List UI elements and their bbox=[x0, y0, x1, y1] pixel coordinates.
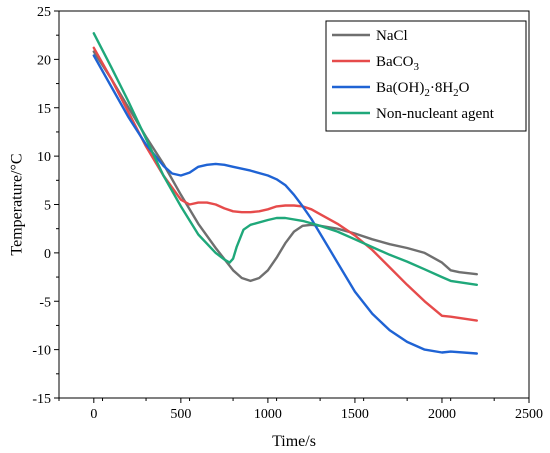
legend-text-part: BaCO bbox=[376, 54, 414, 70]
legend-label: Non-nucleant agent bbox=[376, 106, 495, 122]
x-tick-label: 0 bbox=[90, 407, 97, 422]
y-tick-label: -10 bbox=[32, 344, 51, 359]
legend-label: Ba(OH)2·8H2O bbox=[376, 80, 470, 99]
series-line-1 bbox=[92, 50, 478, 283]
x-tick-label: 2000 bbox=[428, 407, 456, 422]
legend-label: BaCO3 bbox=[376, 54, 420, 73]
series-line-2 bbox=[92, 46, 478, 322]
y-tick-label: 20 bbox=[37, 53, 51, 68]
legend-text-part: NaCl bbox=[376, 28, 408, 44]
x-tick-label: 500 bbox=[170, 407, 191, 422]
x-axis-title: Time/s bbox=[272, 433, 316, 450]
x-tick-label: 2500 bbox=[515, 407, 543, 422]
legend-text-part: Non-nucleant agent bbox=[376, 106, 495, 122]
legend-subscript: 3 bbox=[414, 61, 420, 73]
y-tick-label: -15 bbox=[32, 392, 51, 407]
legend-subscript: 2 bbox=[424, 87, 430, 99]
y-tick-label: -5 bbox=[39, 295, 51, 310]
legend-label: NaCl bbox=[376, 28, 408, 44]
x-tick-label: 1000 bbox=[254, 407, 282, 422]
axes: 0 500 1000 1500 2000 2500 -15 -10 -5 0 5 10 15 20 25 bbox=[32, 5, 543, 422]
y-tick-label: 5 bbox=[44, 199, 51, 214]
legend-subscript: 2 bbox=[453, 87, 459, 99]
y-tick-label: 0 bbox=[44, 247, 51, 262]
y-axis-title: Temperature/°C bbox=[9, 153, 26, 255]
legend-text-part: ·8H bbox=[430, 80, 453, 96]
legend-text-part: O bbox=[459, 80, 470, 96]
series-line-4 bbox=[92, 32, 478, 286]
series-layer bbox=[92, 32, 478, 355]
y-tick-label: 10 bbox=[37, 150, 51, 165]
series-line-3 bbox=[92, 54, 478, 355]
y-tick-label: 15 bbox=[37, 102, 51, 117]
x-tick-label: 1500 bbox=[341, 407, 369, 422]
y-tick-label: 25 bbox=[37, 5, 51, 20]
legend-text-part: Ba(OH) bbox=[376, 80, 424, 96]
